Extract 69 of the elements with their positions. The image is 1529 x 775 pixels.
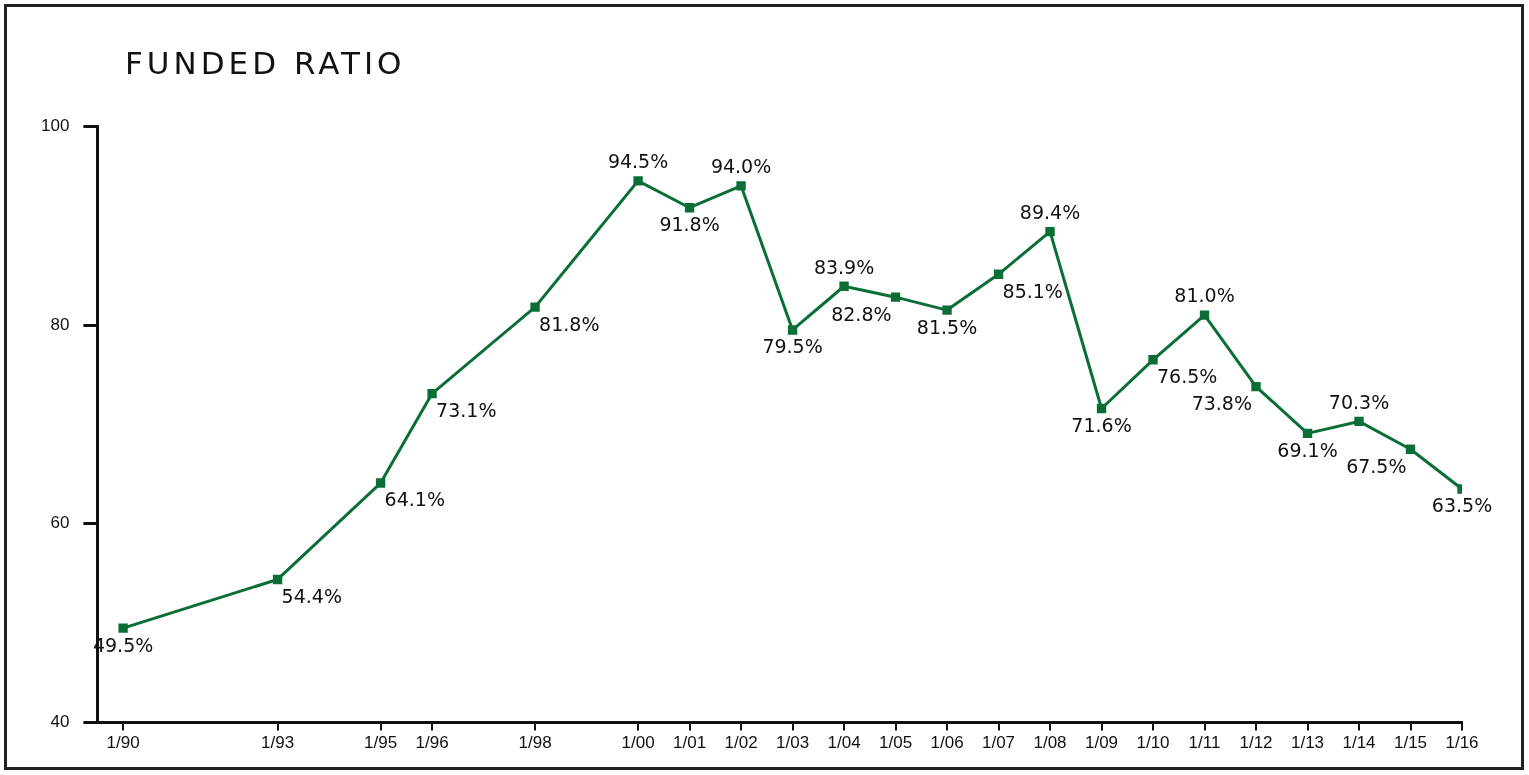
x-tick-label: 1/95: [364, 733, 398, 753]
data-label: 67.5%: [1346, 454, 1407, 477]
data-label: 71.6%: [1071, 413, 1132, 436]
point: [787, 325, 798, 335]
x-tick-label: 1/10: [1136, 733, 1170, 753]
x-tick-label: 1/11: [1188, 733, 1221, 753]
data-label: 54.4%: [281, 584, 342, 607]
data-label: 89.4%: [1019, 201, 1081, 223]
x-tick-label: 1/13: [1290, 733, 1325, 753]
data-label: 83.9%: [813, 255, 875, 278]
point: [633, 176, 643, 186]
point: [1045, 226, 1055, 237]
x-tick-label: 1/12: [1239, 733, 1273, 753]
data-label: 82.8%: [831, 302, 892, 325]
point: [942, 305, 952, 315]
x-tick-label: 1/93: [261, 733, 295, 753]
point: [1354, 416, 1364, 427]
point: [1302, 428, 1313, 439]
data-label: 94.0%: [710, 155, 772, 178]
y-tick-label: 80: [50, 314, 70, 334]
x-tick-label: 1/03: [776, 733, 810, 753]
point: [1251, 381, 1261, 392]
y-tick-label: 60: [50, 513, 70, 533]
x-tick-label: 1/04: [827, 733, 861, 753]
data-label: 81.8%: [539, 312, 600, 335]
x-tick-label: 1/09: [1084, 733, 1119, 753]
point: [1405, 444, 1416, 454]
point: [118, 623, 128, 633]
data-label: 81.0%: [1174, 284, 1235, 307]
point: [993, 269, 1004, 279]
point: [684, 203, 695, 213]
data-label: 69.1%: [1277, 438, 1338, 461]
x-tick-label: 1/06: [930, 733, 964, 753]
x-tick-label: 1/15: [1393, 733, 1428, 753]
point: [375, 478, 386, 488]
data-label: 63.5%: [1431, 494, 1493, 517]
point: [272, 574, 283, 585]
x-tick-label: 1/02: [724, 733, 758, 753]
data-label: 70.3%: [1328, 390, 1390, 413]
data-label: 91.8%: [659, 213, 720, 236]
x-tick-label: 1/08: [1033, 733, 1067, 753]
y-tick-label: 100: [40, 115, 70, 135]
chart-title: FUNDED RATIO: [125, 45, 406, 81]
data-label: 85.1%: [1002, 279, 1063, 302]
x-tick-label: 1/90: [106, 733, 140, 753]
point: [427, 388, 437, 399]
x-tick-label: 1/98: [518, 733, 552, 753]
data-label: 73.8%: [1191, 392, 1253, 415]
data-label: 76.5%: [1157, 365, 1218, 388]
x-tick-label: 1/16: [1445, 733, 1479, 753]
point: [530, 302, 540, 312]
point: [1096, 403, 1107, 414]
x-tick-label: 1/07: [981, 733, 1016, 753]
x-tick-label: 1/00: [621, 733, 655, 753]
x-tick-label: 1/96: [415, 733, 449, 753]
point: [1199, 310, 1210, 320]
data-label: 73.1%: [436, 399, 497, 422]
data-label: 81.5%: [916, 315, 978, 338]
x-tick-label: 1/05: [879, 733, 913, 753]
data-label: 79.5%: [762, 335, 823, 358]
x-tick-label: 1/01: [673, 733, 707, 753]
data-label: 64.1%: [384, 488, 445, 511]
point: [839, 281, 849, 291]
point: [736, 181, 746, 191]
data-label: 94.5%: [607, 150, 669, 173]
y-tick-label: 40: [50, 712, 70, 732]
point: [1148, 355, 1158, 365]
point: [890, 292, 901, 302]
x-tick-label: 1/14: [1342, 733, 1376, 753]
